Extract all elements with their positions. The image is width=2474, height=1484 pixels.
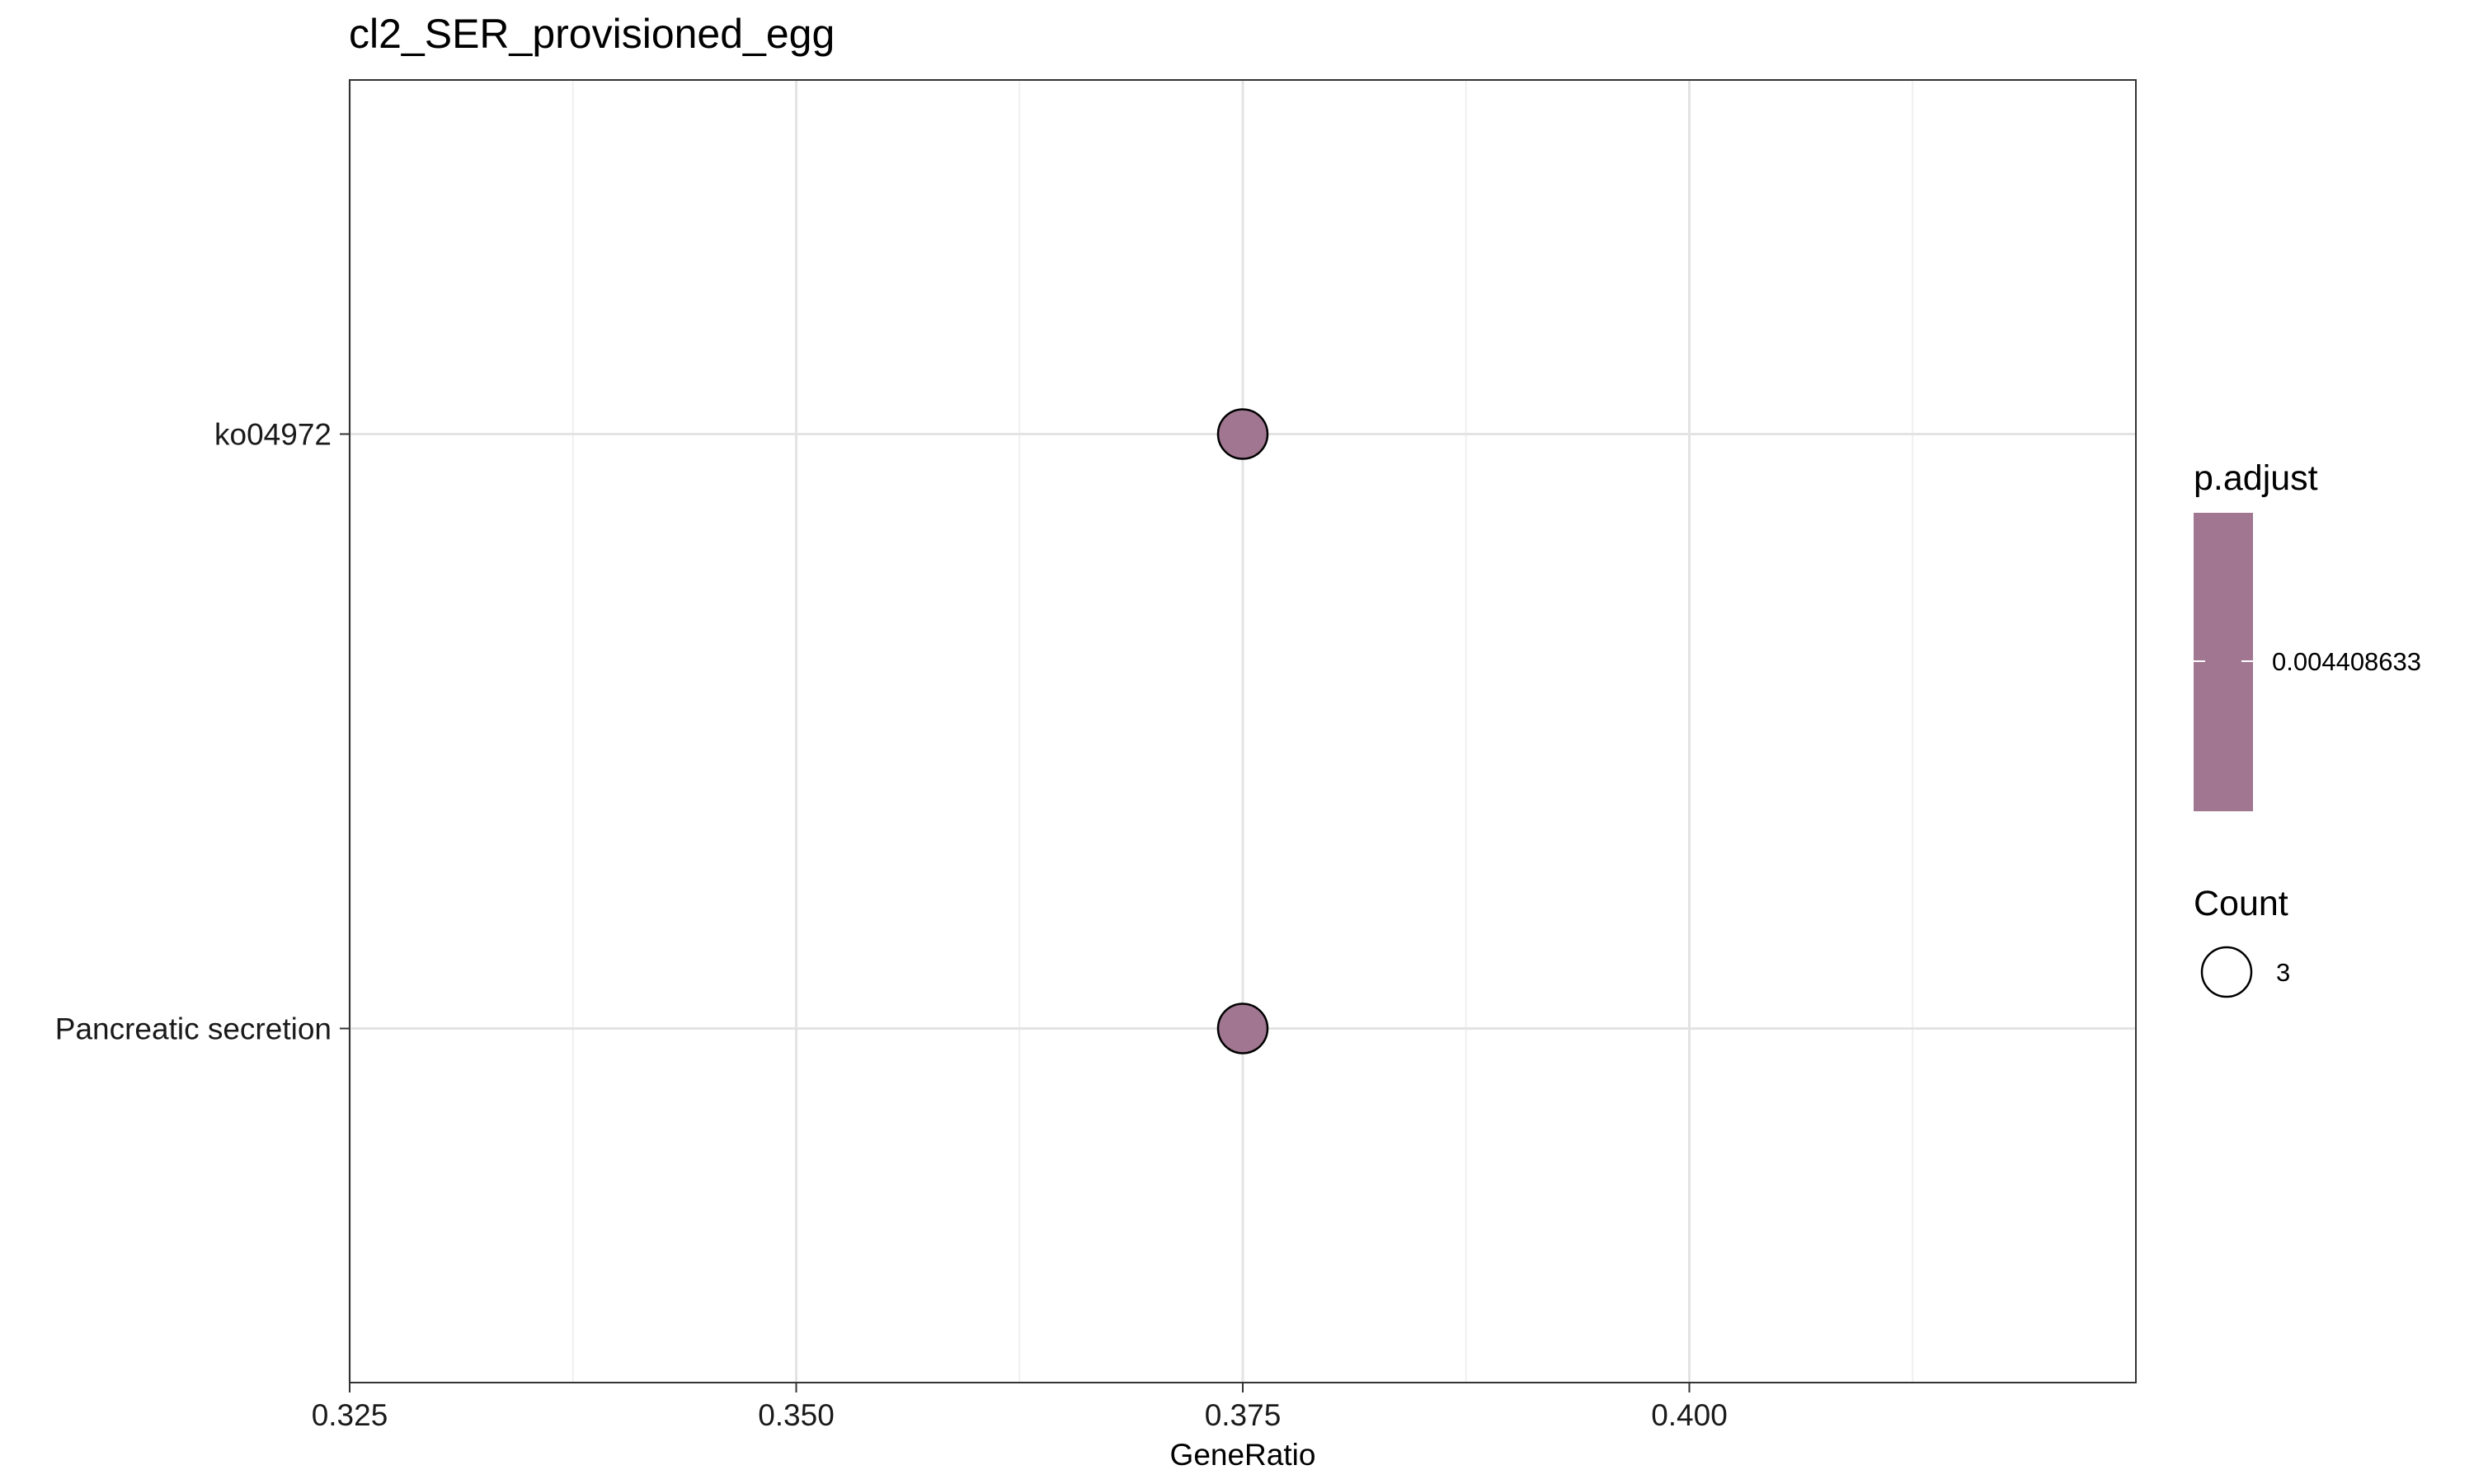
axes: 0.325 0.350 0.375 0.400 ko04972 Pancreatic se… xyxy=(55,418,1728,1433)
legend-color-value: 0.004408633 xyxy=(2272,647,2421,676)
x-tick-label: 0.375 xyxy=(1205,1398,1282,1432)
x-tick-label: 0.400 xyxy=(1651,1398,1728,1432)
legend-color-title: p.adjust xyxy=(2194,458,2318,498)
data-point xyxy=(1216,408,1269,460)
y-tick-label: Pancreatic secretion xyxy=(55,1012,332,1046)
points-layer xyxy=(1216,408,1269,1054)
chart-title: cl2_SER_provisioned_egg xyxy=(349,11,835,57)
legend: p.adjust 0.004408633 Count 3 xyxy=(2194,458,2421,998)
x-axis-label: GeneRatio xyxy=(1170,1438,1316,1472)
x-tick-label: 0.350 xyxy=(758,1398,835,1432)
legend-size-title: Count xyxy=(2194,884,2288,923)
legend-size-value: 3 xyxy=(2276,958,2290,987)
grid xyxy=(348,80,2136,1383)
x-tick-label: 0.325 xyxy=(312,1398,388,1432)
data-point xyxy=(1216,1003,1269,1054)
legend-size-key-circle xyxy=(2200,946,2253,998)
y-tick-label: ko04972 xyxy=(214,418,332,452)
